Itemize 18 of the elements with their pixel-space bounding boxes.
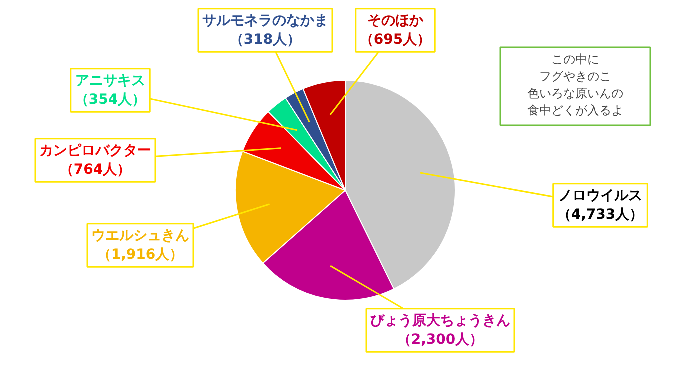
text: この中に (552, 52, 600, 66)
data-label: （4,733人） (557, 207, 644, 224)
slice-label: サルモネラのなかま (202, 12, 328, 29)
data-label: （695人） (360, 32, 432, 48)
data-label: （318人） (230, 32, 302, 48)
slice-label: アニサキス (76, 72, 146, 89)
text: フグやきのこ (540, 70, 612, 84)
data-label: （2,300人） (397, 332, 484, 348)
text: 食中どくが入るよ (528, 104, 624, 118)
slice-label: びょう原大ちょうきん (370, 312, 510, 329)
slice-label: そのほか (368, 12, 424, 29)
slice-label: カンピロバクター (40, 142, 152, 159)
data-label: （764人） (60, 162, 132, 178)
slice-label: ノロウイルス (558, 188, 642, 204)
data-label: （354人） (74, 92, 146, 108)
data-label: （1,916人） (97, 247, 184, 264)
text: 色いろな原いんの (528, 86, 624, 100)
slice-label: ウエルシュきん (92, 228, 190, 244)
